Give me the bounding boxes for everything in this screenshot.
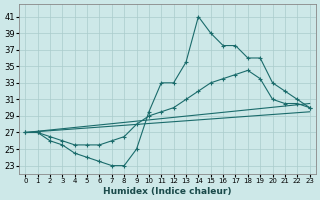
- X-axis label: Humidex (Indice chaleur): Humidex (Indice chaleur): [103, 187, 232, 196]
